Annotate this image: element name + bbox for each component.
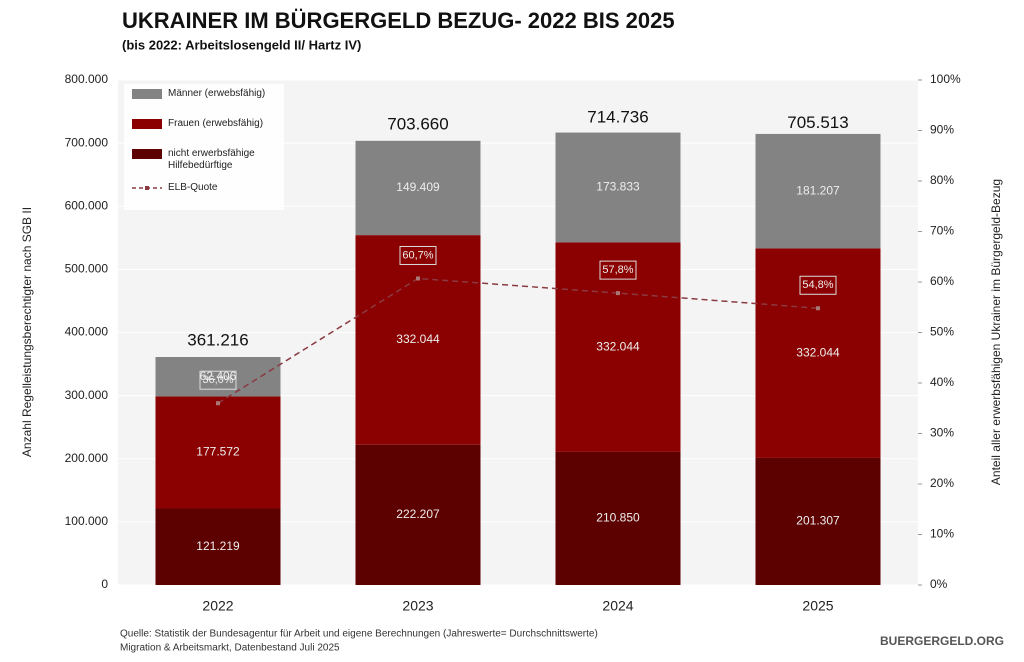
- quote-label: 57,8%: [602, 264, 633, 276]
- legend-label: Männer (erwebsfähig): [168, 88, 266, 99]
- bar-value-label: 332.044: [596, 339, 640, 353]
- y-tick-label: 700.000: [65, 135, 109, 149]
- quote-marker: [616, 291, 620, 296]
- y2-tick-label: 80%: [930, 173, 954, 187]
- y2-tick-label: 30%: [930, 426, 954, 440]
- bar-segment: [555, 451, 681, 585]
- y2-tick-label: 0%: [930, 577, 948, 591]
- bar-value-label: 121.219: [196, 539, 240, 553]
- y-tick-label: 600.000: [65, 198, 109, 212]
- x-tick-label: 2023: [402, 598, 433, 614]
- y2-tick-label: 70%: [930, 224, 954, 238]
- legend-swatch: [132, 119, 162, 129]
- legend-swatch: [132, 149, 162, 159]
- bar-segment: [155, 508, 281, 585]
- chart-title: UKRAINER IM BÜRGERGELD BEZUG- 2022 BIS 2…: [122, 8, 675, 33]
- bar-value-label: 332.044: [796, 345, 840, 359]
- brand: BUERGERGELD.ORG: [880, 634, 1004, 648]
- legend-box: [124, 84, 284, 210]
- quote-marker: [216, 401, 220, 406]
- y-tick-label: 100.000: [65, 514, 109, 528]
- quote-label: 36,0%: [202, 374, 233, 386]
- quote-label: 54,8%: [802, 279, 833, 291]
- y-tick-label: 800.000: [65, 72, 109, 86]
- y-tick-label: 300.000: [65, 388, 109, 402]
- x-tick-label: 2024: [602, 598, 633, 614]
- bar-value-label: 181.207: [796, 183, 840, 197]
- legend-marker: [145, 186, 149, 190]
- x-tick-label: 2022: [202, 598, 233, 614]
- total-label: 714.736: [587, 107, 648, 126]
- bar-value-label: 222.207: [396, 507, 440, 521]
- bar-segment: [555, 242, 681, 452]
- y2-tick-label: 100%: [930, 72, 961, 86]
- quote-label-box: [199, 370, 237, 390]
- bar-segment: [555, 132, 681, 243]
- chart-subtitle: (bis 2022: Arbeitslosengeld II/ Hartz IV…: [122, 37, 361, 52]
- y-axis-label: Anzahl Regelleistungsberechtigter nach S…: [20, 207, 34, 457]
- bar-segment: [755, 457, 881, 585]
- y-tick-label: 500.000: [65, 262, 109, 276]
- legend-label: nicht erwerbsfähige Hilfebedürftige: [168, 148, 255, 171]
- total-label: 361.216: [187, 330, 248, 349]
- y2-tick-label: 50%: [930, 325, 954, 339]
- bar-value-label: 177.572: [196, 445, 240, 459]
- x-tick-label: 2025: [802, 598, 833, 614]
- y2-axis-label: Anteil aller erwerbsfähigen Ukrainer im …: [989, 179, 1003, 485]
- bar-value-label: 173.833: [596, 180, 640, 194]
- total-label: 705.513: [787, 113, 848, 132]
- bar-value-label: 149.409: [396, 180, 440, 194]
- quote-label-box: [599, 260, 637, 280]
- legend-swatch: [132, 89, 162, 99]
- quote-line: [217, 277, 819, 404]
- bar-segment: [755, 248, 881, 458]
- quote-marker: [816, 306, 820, 311]
- quote-marker: [416, 276, 420, 281]
- legend-label: Frauen (erwebsfähig): [168, 118, 264, 129]
- bar-value-label: 332.044: [396, 332, 440, 346]
- quote-label-box: [799, 275, 837, 295]
- y-tick-label: 200.000: [65, 451, 109, 465]
- y2-tick-label: 60%: [930, 274, 954, 288]
- source: Quelle: Statistik der Bundesagentur für …: [120, 629, 598, 640]
- bar-segment: [355, 140, 481, 236]
- quote-label: 60,7%: [402, 249, 433, 261]
- legend-label: ELB-Quote: [168, 182, 218, 193]
- y-tick-label: 400.000: [65, 325, 109, 339]
- bar-segment: [355, 235, 481, 445]
- source: Migration & Arbeitsmarkt, Datenbestand J…: [120, 643, 340, 654]
- total-label: 703.660: [387, 114, 448, 133]
- bar-segment: [155, 396, 281, 509]
- y-tick-label: 0: [101, 577, 108, 591]
- y2-tick-label: 40%: [930, 375, 954, 389]
- bar-value-label: 201.307: [796, 514, 840, 528]
- bar-segment: [755, 133, 881, 249]
- y2-tick-label: 90%: [930, 123, 954, 137]
- y2-tick-label: 10%: [930, 527, 954, 541]
- y2-tick-label: 20%: [930, 476, 954, 490]
- bar-value-label: 210.850: [596, 511, 640, 525]
- bar-segment: [155, 356, 281, 397]
- bar-value-label: 62.406: [200, 369, 237, 383]
- bar-segment: [355, 444, 481, 585]
- quote-label-box: [399, 245, 437, 265]
